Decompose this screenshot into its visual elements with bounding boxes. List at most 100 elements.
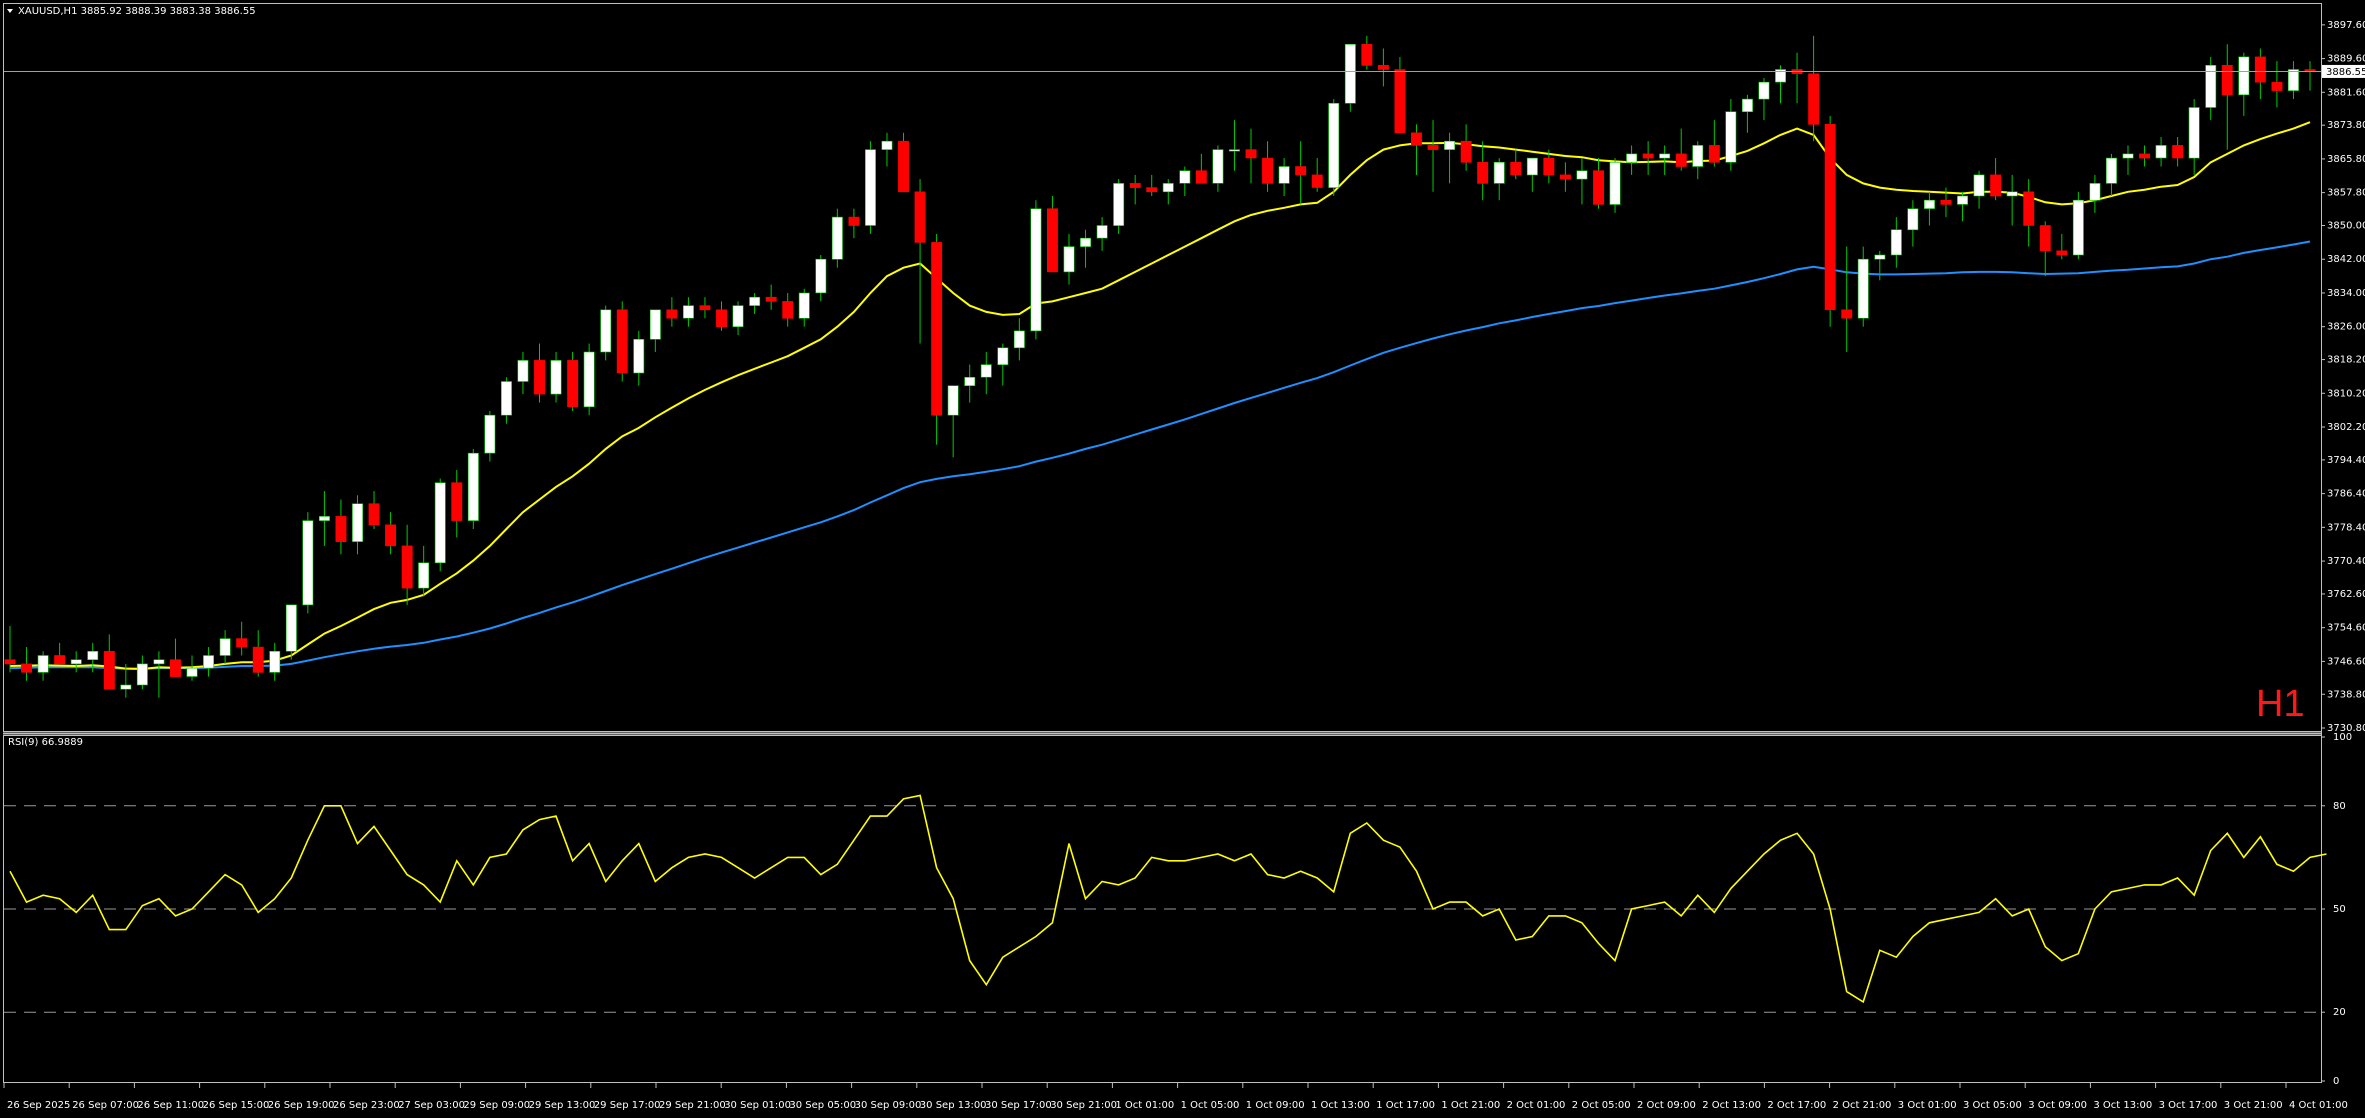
time-tick-label: 29 Sep 17:00 bbox=[594, 1100, 661, 1111]
candle bbox=[1626, 145, 1638, 175]
candle bbox=[798, 288, 810, 327]
candle-body bbox=[467, 452, 479, 521]
candle-body bbox=[484, 414, 496, 454]
candle-body bbox=[54, 655, 66, 665]
candle-body bbox=[335, 516, 347, 543]
candle bbox=[1874, 250, 1886, 281]
candle bbox=[252, 630, 264, 677]
candle bbox=[1179, 166, 1191, 197]
time-tick-label: 3 Oct 17:00 bbox=[2159, 1100, 2218, 1111]
candle-body bbox=[1295, 166, 1307, 176]
candle-body bbox=[1394, 69, 1406, 134]
candle bbox=[1791, 52, 1803, 104]
price-tick-label: 3818.20 bbox=[2327, 355, 2365, 366]
collapse-arrow-icon[interactable] bbox=[7, 9, 13, 13]
time-tick-label: 1 Oct 13:00 bbox=[1311, 1100, 1370, 1111]
candle bbox=[368, 491, 380, 530]
candle bbox=[980, 351, 992, 395]
candle bbox=[2056, 233, 2068, 260]
candle-body bbox=[1510, 162, 1522, 176]
candle-body bbox=[1924, 199, 1935, 209]
candle bbox=[1030, 200, 1042, 340]
candle bbox=[765, 284, 777, 310]
rsi-tick-label: 50 bbox=[2333, 904, 2346, 915]
candle-body bbox=[699, 305, 711, 311]
candle-body bbox=[716, 309, 728, 327]
time-tick-label: 1 Oct 05:00 bbox=[1181, 1100, 1240, 1111]
candle-body bbox=[1857, 258, 1869, 319]
candle bbox=[87, 642, 99, 673]
price-tick-label: 3889.60 bbox=[2327, 54, 2365, 65]
candle-body bbox=[103, 650, 115, 690]
candle bbox=[550, 351, 562, 403]
candle bbox=[732, 301, 744, 336]
candle-body bbox=[534, 360, 546, 395]
candle-body bbox=[1642, 153, 1654, 159]
candle bbox=[269, 642, 281, 681]
candle-body bbox=[1659, 153, 1671, 159]
candle-body bbox=[1311, 174, 1323, 188]
candle-body bbox=[2072, 199, 2084, 256]
candle-body bbox=[1361, 43, 1373, 66]
candle-body bbox=[1129, 183, 1141, 188]
candle bbox=[4, 625, 16, 673]
candle bbox=[1245, 128, 1257, 184]
candle-body bbox=[1890, 229, 1902, 256]
candle bbox=[1973, 170, 1985, 209]
candle bbox=[2023, 179, 2035, 247]
candle bbox=[236, 621, 248, 656]
candle-body bbox=[2106, 157, 2117, 184]
candle bbox=[2205, 56, 2217, 121]
time-tick-label: 30 Sep 05:00 bbox=[789, 1100, 856, 1111]
candle bbox=[352, 495, 363, 555]
ma-fast-line bbox=[9, 121, 2311, 671]
candle-body bbox=[898, 140, 910, 193]
candle-body bbox=[203, 655, 214, 669]
candle-body bbox=[2238, 56, 2250, 96]
candle-body bbox=[550, 360, 562, 395]
time-tick-label: 3 Oct 13:00 bbox=[2093, 1100, 2152, 1111]
time-tick-label: 29 Sep 09:00 bbox=[463, 1100, 530, 1111]
candle-body bbox=[583, 351, 595, 408]
time-tick-label: 26 Sep 2025 bbox=[7, 1100, 70, 1111]
candle bbox=[484, 410, 496, 462]
candle-body bbox=[633, 338, 645, 374]
candle bbox=[1013, 318, 1025, 361]
candle bbox=[1047, 196, 1058, 273]
candle-body bbox=[815, 258, 827, 294]
candle bbox=[2039, 221, 2051, 277]
candle bbox=[997, 343, 1009, 386]
time-tick-label: 1 Oct 09:00 bbox=[1246, 1100, 1305, 1111]
rsi-tick-label: 20 bbox=[2333, 1007, 2346, 1018]
candle bbox=[153, 651, 165, 698]
candle bbox=[401, 524, 413, 605]
candle bbox=[1162, 179, 1174, 205]
time-tick-label: 2 Oct 17:00 bbox=[1767, 1100, 1826, 1111]
candle bbox=[649, 309, 661, 352]
candle-body bbox=[1560, 174, 1571, 180]
candle-body bbox=[37, 655, 49, 673]
candle bbox=[716, 301, 728, 331]
candle-body bbox=[1576, 170, 1588, 180]
time-tick-label: 3 Oct 01:00 bbox=[1898, 1100, 1957, 1111]
candle-body bbox=[1179, 170, 1191, 184]
price-tick-label: 3897.60 bbox=[2327, 20, 2365, 31]
candle-body bbox=[1444, 140, 1456, 150]
time-tick-label: 2 Oct 09:00 bbox=[1637, 1100, 1696, 1111]
price-tick-label: 3873.80 bbox=[2327, 120, 2365, 131]
candle bbox=[2221, 44, 2233, 150]
time-tick-label: 30 Sep 17:00 bbox=[985, 1100, 1052, 1111]
rsi-tick-label: 80 bbox=[2333, 801, 2346, 812]
candle-body bbox=[1543, 157, 1555, 176]
candle bbox=[1311, 158, 1323, 192]
candle bbox=[1560, 162, 1571, 192]
time-tick-label: 26 Sep 07:00 bbox=[72, 1100, 139, 1111]
price-tick-label: 3794.40 bbox=[2327, 455, 2365, 466]
candle bbox=[1990, 158, 2002, 201]
candle-body bbox=[2288, 69, 2299, 91]
candle-body bbox=[2188, 107, 2200, 159]
candle bbox=[1411, 124, 1422, 175]
candle-body bbox=[1378, 65, 1389, 70]
candle bbox=[1344, 43, 1356, 112]
